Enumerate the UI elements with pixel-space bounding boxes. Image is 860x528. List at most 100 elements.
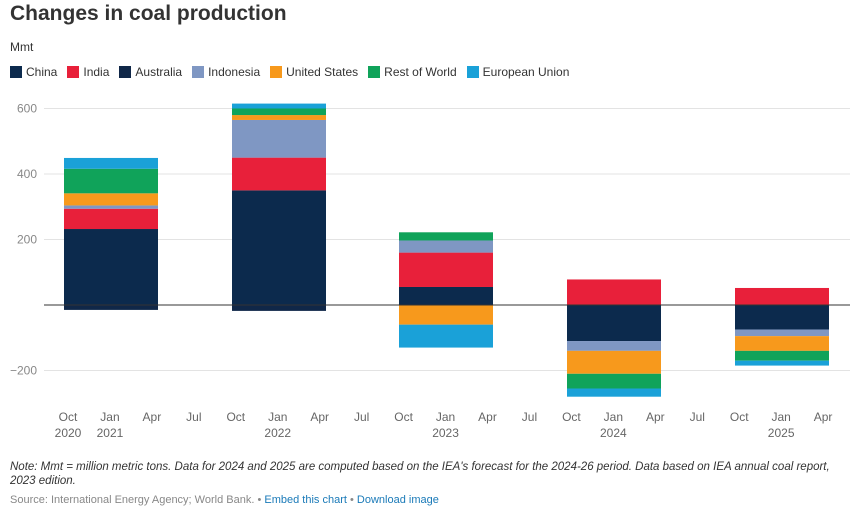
bar-2025-india [735,287,829,305]
x-tick-month: Apr [310,410,329,424]
legend-item-rest-of-world: Rest of World [368,65,457,79]
bar-2025-china [735,305,829,330]
legend: China India Australia Indonesia United State… [10,65,579,79]
legend-item-indonesia: Indonesia [192,65,260,79]
bar-2022-united-states [232,115,326,120]
legend-swatch [67,66,80,78]
legend-label: United States [286,65,359,79]
x-tick-month: Oct [730,410,749,424]
bar-2021-china [64,229,158,305]
bar-2021-rest-of-world [64,168,158,194]
gridlines [44,108,850,371]
legend-item-united-states: United States [270,65,358,79]
x-tick-month: Jan [100,410,119,424]
bar-2022-australia [232,305,326,311]
x-tick-month: Apr [646,410,665,424]
source-text: Source: International Energy Agency; Wor… [10,494,255,506]
bar-2024-united-states [567,350,661,374]
legend-label: India [83,65,110,79]
bar-stack-2023 [399,232,493,348]
x-tick-month: Apr [814,410,833,424]
bar-2021-european-union [64,157,158,169]
bar-stacks [64,103,829,397]
bar-2022-china [232,190,326,305]
bar-2023-india [399,252,493,287]
y-tick-label: 200 [17,233,37,247]
bar-2024-rest-of-world [567,373,661,389]
y-tick-label: −200 [10,364,37,378]
bar-2024-india [567,279,661,305]
bar-2021-indonesia [64,205,158,209]
x-tick-month: Oct [226,410,245,424]
bar-2022-rest-of-world [232,108,326,116]
source-line: Source: International Energy Agency; Wor… [10,494,439,506]
bar-2023-indonesia [399,240,493,253]
legend-label: European Union [482,65,570,79]
x-tick-month: Jul [186,410,201,424]
x-axis-ticks: Oct Jan Apr Jul Oct Jan Apr Jul Oct Jan Apr Jul Oct J… [55,410,833,440]
separator: • [349,494,354,506]
bar-stack-2021 [64,157,158,310]
x-tick-year: 2023 [432,426,459,440]
x-tick-month: Oct [562,410,581,424]
x-tick-month: Jan [771,410,790,424]
legend-label: Rest of World [384,65,457,79]
separator: • [257,494,262,506]
x-tick-month: Oct [394,410,413,424]
legend-swatch [466,66,479,78]
y-axis-unit: Mmt [10,40,34,54]
legend-label: Indonesia [208,65,261,79]
download-image-link[interactable]: Download image [356,494,439,506]
chart-note: Note: Mmt = million metric tons. Data fo… [10,461,830,487]
bar-2023-china [399,286,493,305]
embed-chart-link[interactable]: Embed this chart [264,494,347,506]
bar-2021-india [64,208,158,230]
legend-swatch [10,66,22,78]
x-tick-month: Apr [143,410,162,424]
x-tick-month: Jan [436,410,455,424]
chart-title: Changes in coal production [10,2,287,25]
legend-item-china: China [10,65,57,79]
bar-2021-australia [64,305,158,310]
legend-swatch [368,66,381,78]
bar-2023-rest-of-world [399,232,493,241]
x-tick-month: Jul [690,410,705,424]
bar-2022-india [232,157,326,191]
legend-swatch [270,66,283,78]
bar-2025-indonesia [735,329,829,337]
bar-2025-european-union [735,360,829,366]
x-tick-year: 2025 [768,426,795,440]
legend-label: China [26,65,58,79]
bar-2022-indonesia [232,119,326,158]
x-tick-month: Jul [522,410,537,424]
legend-item-european-union: European Union [466,65,570,79]
x-tick-year: 2022 [264,426,291,440]
x-tick-month: Jul [354,410,369,424]
legend-swatch [192,66,205,78]
legend-item-india: India [67,65,109,79]
legend-item-australia: Australia [119,65,182,79]
x-tick-month: Apr [478,410,497,424]
bar-2023-united-states [399,305,493,325]
bar-stack-2024 [567,279,661,397]
bar-2024-china [567,305,661,342]
legend-swatch [119,66,132,78]
bar-2025-rest-of-world [735,350,829,361]
bar-2021-united-states [64,193,158,206]
bar-2024-european-union [567,388,661,397]
bar-2023-european-union [399,324,493,348]
x-tick-month: Oct [59,410,78,424]
x-tick-year: 2020 [55,426,82,440]
y-tick-label: 400 [17,167,37,181]
x-tick-year: 2021 [97,426,124,440]
bar-2022-european-union [232,103,326,109]
x-tick-month: Jan [604,410,623,424]
bar-stack-2022 [232,103,326,311]
y-axis-ticks: 600 400 200 −200 [10,102,37,378]
bar-2024-indonesia [567,341,661,351]
legend-label: Australia [135,65,183,79]
x-tick-month: Jan [268,410,287,424]
bar-2025-united-states [735,336,829,351]
y-tick-label: 600 [17,102,37,116]
